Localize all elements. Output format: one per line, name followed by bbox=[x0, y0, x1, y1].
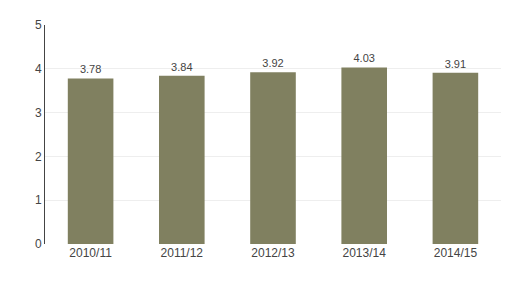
svg-text:2012/13: 2012/13 bbox=[251, 246, 295, 260]
svg-text:2010/11: 2010/11 bbox=[69, 246, 112, 260]
svg-text:2011/12: 2011/12 bbox=[161, 246, 204, 260]
svg-text:4.03: 4.03 bbox=[353, 52, 374, 64]
svg-text:3.92: 3.92 bbox=[262, 57, 283, 69]
svg-text:2013/14: 2013/14 bbox=[343, 246, 387, 260]
svg-text:2014/15: 2014/15 bbox=[434, 246, 478, 260]
svg-text:3.91: 3.91 bbox=[445, 58, 466, 70]
svg-text:3: 3 bbox=[35, 106, 42, 120]
svg-text:0: 0 bbox=[35, 237, 42, 251]
svg-text:4: 4 bbox=[35, 62, 42, 76]
svg-text:3.84: 3.84 bbox=[171, 61, 192, 73]
svg-text:5: 5 bbox=[35, 18, 42, 32]
svg-text:3.78: 3.78 bbox=[80, 63, 101, 75]
svg-text:1: 1 bbox=[35, 193, 42, 207]
svg-text:2: 2 bbox=[35, 150, 42, 164]
